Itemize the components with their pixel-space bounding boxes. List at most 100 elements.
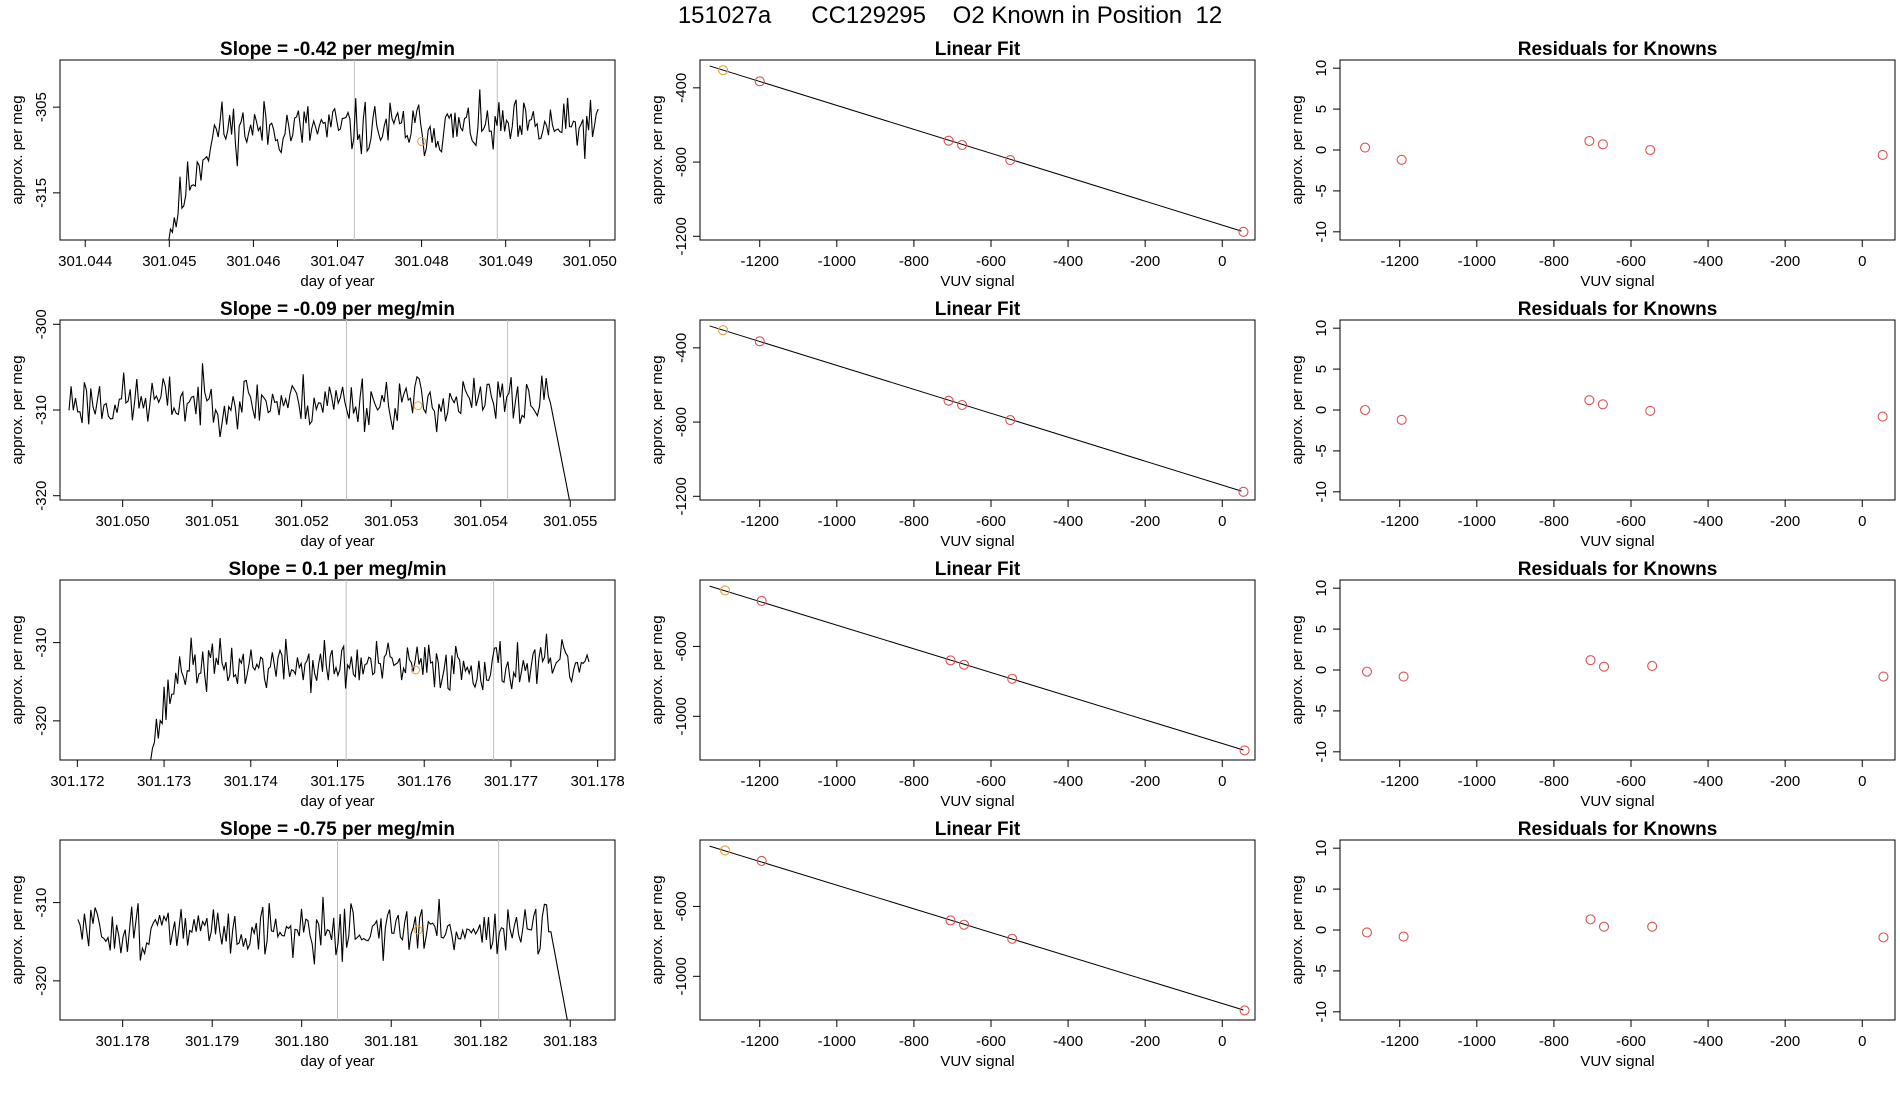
y-tick-label: -320 — [33, 966, 50, 996]
chart-panel-7: Linear Fit -1200 -1000 -800 -600 -400 -200 0 -10… — [649, 559, 1256, 810]
x-tick-label: -800 — [1539, 773, 1569, 790]
x-tick-label: -400 — [1053, 253, 1083, 270]
x-tick-label: -800 — [1539, 1033, 1569, 1050]
data-point — [1396, 154, 1407, 165]
data-point — [1647, 660, 1658, 671]
data-point — [720, 585, 731, 596]
data-point — [1584, 395, 1595, 406]
chart-title: Slope = -0.09 per meg/min — [220, 299, 455, 320]
page-title: 151027a CC129295 O2 Known in Position 12 — [677, 2, 1223, 29]
y-tick-label: -1000 — [673, 957, 690, 995]
x-tick-label: 0 — [1218, 253, 1226, 270]
plot-frame — [1339, 579, 1896, 761]
x-tick-label: 301.182 — [454, 1033, 508, 1050]
y-tick-label: -5 — [1313, 444, 1330, 457]
y-tick-label: 10 — [1313, 580, 1330, 597]
data-point — [1398, 671, 1409, 682]
x-tick-label: -200 — [1770, 1033, 1800, 1050]
x-tick-label: -400 — [1693, 773, 1723, 790]
x-tick-label: 301.179 — [185, 1033, 239, 1050]
y-tick-label: -305 — [33, 92, 50, 122]
plot-area — [709, 65, 1249, 237]
y-tick-label: -800 — [673, 407, 690, 437]
data-point — [1238, 226, 1249, 237]
y-tick-label: -310 — [33, 628, 50, 658]
x-tick-label: 301.172 — [50, 773, 104, 790]
highlight-point — [413, 925, 423, 935]
data-point — [1645, 405, 1656, 416]
data-point — [756, 595, 767, 607]
data-point — [945, 915, 956, 926]
data-point — [1005, 414, 1016, 426]
x-tick-label: 301.055 — [543, 513, 597, 530]
y-tick-label: -1200 — [673, 217, 690, 255]
x-tick-label: -600 — [976, 773, 1006, 790]
x-tick-label: -1000 — [1458, 513, 1496, 530]
x-tick-label: -1200 — [1381, 773, 1419, 790]
plot-frame — [59, 579, 616, 761]
data-series-line — [168, 89, 599, 240]
chart-title: Residuals for Knowns — [1518, 819, 1718, 840]
y-axis-label: approx. per meg — [9, 875, 26, 984]
chart-title: Residuals for Knowns — [1518, 299, 1718, 320]
chart-panel-0: Slope = -0.42 per meg/min 301.044 301.045 3… — [9, 39, 617, 290]
x-tick-label: -1000 — [1458, 253, 1496, 270]
plot-frame — [699, 839, 1256, 1021]
data-point — [1396, 414, 1407, 425]
x-axis-label: day of year — [300, 1053, 374, 1070]
data-point — [1877, 411, 1888, 422]
x-axis-label: VUV signal — [1580, 1053, 1654, 1070]
data-point — [1361, 927, 1373, 938]
y-tick-label: 0 — [1313, 146, 1330, 154]
highlight-point — [413, 401, 423, 411]
x-tick-label: -200 — [1770, 253, 1800, 270]
x-tick-label: -600 — [1616, 513, 1646, 530]
data-point — [1878, 671, 1889, 682]
plot-area — [150, 580, 590, 760]
y-axis-label: approx. per meg — [1289, 355, 1306, 464]
data-point — [1360, 404, 1371, 416]
data-point — [720, 845, 731, 856]
x-tick-label: -1000 — [818, 1033, 856, 1050]
x-axis-label: VUV signal — [1580, 273, 1654, 290]
chart-title: Linear Fit — [935, 299, 1021, 320]
x-axis-label: day of year — [300, 533, 374, 550]
data-point — [1238, 486, 1249, 497]
data-point — [1598, 921, 1610, 932]
y-tick-label: -600 — [673, 891, 690, 921]
x-tick-label: 301.053 — [364, 513, 418, 530]
x-tick-label: -600 — [1616, 253, 1646, 270]
data-point — [754, 336, 765, 347]
data-point — [1584, 135, 1595, 147]
chart-panel-6: Slope = 0.1 per meg/min 301.172 301.173 301… — [9, 559, 625, 810]
y-axis-label: approx. per meg — [9, 615, 26, 724]
data-point — [718, 65, 729, 76]
x-tick-label: 301.178 — [571, 773, 625, 790]
data-point — [1585, 914, 1596, 925]
chart-title: Linear Fit — [935, 819, 1021, 840]
data-point — [1598, 661, 1610, 672]
x-tick-label: 301.173 — [137, 773, 191, 790]
y-tick-label: -320 — [33, 481, 50, 511]
x-tick-label: 301.050 — [96, 513, 150, 530]
x-tick-label: -600 — [976, 513, 1006, 530]
y-tick-label: 10 — [1313, 840, 1330, 857]
x-tick-label: -1200 — [741, 773, 779, 790]
y-tick-label: 5 — [1313, 625, 1330, 633]
y-tick-label: -10 — [1313, 481, 1330, 503]
data-point — [1398, 931, 1409, 942]
x-tick-label: -600 — [976, 253, 1006, 270]
x-tick-label: -800 — [1539, 253, 1569, 270]
x-tick-label: 301.048 — [394, 253, 448, 270]
fit-line — [709, 325, 1242, 492]
y-tick-label: -1000 — [673, 697, 690, 735]
data-point — [1585, 655, 1596, 666]
data-point — [1007, 933, 1018, 944]
x-tick-label: -200 — [1770, 513, 1800, 530]
highlight-point — [411, 665, 421, 675]
y-axis-label: approx. per meg — [9, 355, 26, 464]
fit-line — [709, 845, 1244, 1011]
data-point — [958, 919, 970, 930]
data-point — [756, 855, 767, 867]
